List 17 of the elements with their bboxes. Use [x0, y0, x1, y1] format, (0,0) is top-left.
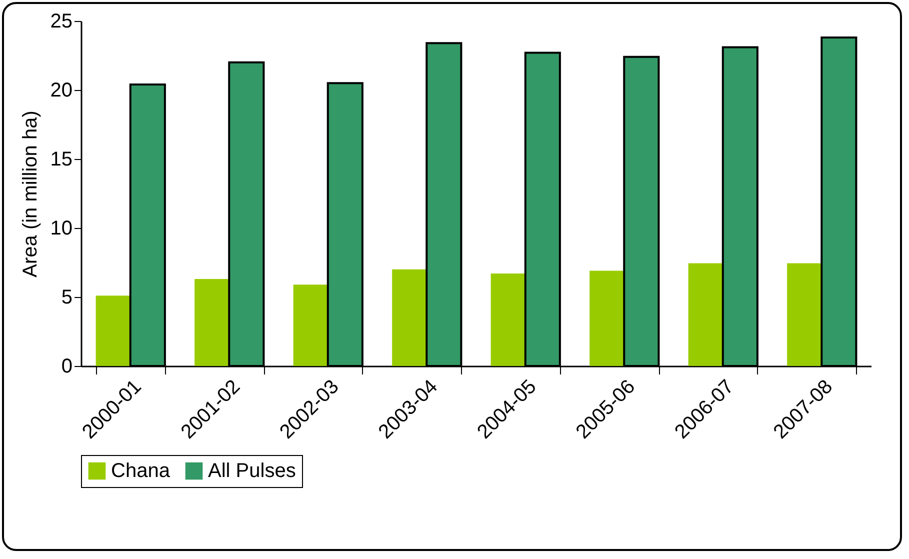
y-axis-title: Area (in million ha) [19, 110, 42, 278]
bar [392, 269, 427, 366]
bar [194, 279, 230, 366]
y-tick-label: 10 [50, 218, 72, 240]
y-tick-label: 20 [50, 80, 72, 102]
bar [96, 296, 130, 366]
legend-label: Chana [111, 460, 171, 482]
legend-label: All Pulses [208, 460, 296, 482]
y-tick-label: 0 [61, 356, 72, 378]
y-tick-label: 25 [50, 10, 72, 32]
y-tick-label: 15 [50, 148, 72, 170]
bar [688, 263, 723, 366]
bar [787, 263, 822, 366]
bar [293, 284, 328, 366]
bar [490, 274, 526, 366]
bar [590, 270, 624, 366]
y-tick-label: 5 [61, 286, 72, 308]
